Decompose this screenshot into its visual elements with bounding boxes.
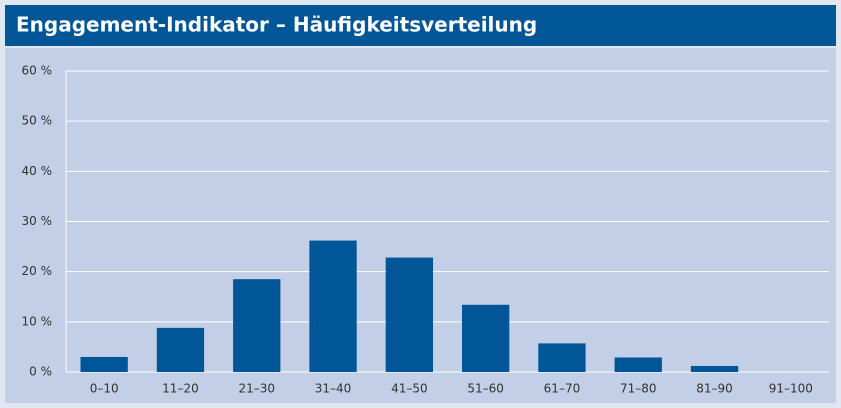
x-tick-label: 91–100 [769, 382, 813, 396]
x-tick-label: 21–30 [238, 382, 275, 396]
y-tick-label: 10 % [22, 314, 53, 328]
y-tick-label: 0 % [29, 365, 52, 379]
bar [538, 343, 586, 372]
x-tick-label: 11–20 [162, 382, 199, 396]
y-tick-label: 30 % [22, 214, 53, 228]
x-tick-label: 71–80 [620, 382, 657, 396]
bar [309, 240, 357, 372]
x-tick-label: 41–50 [391, 382, 428, 396]
bar [690, 365, 739, 372]
y-tick-label: 50 % [22, 114, 53, 128]
bar [156, 327, 205, 372]
x-tick-label: 81–90 [696, 382, 733, 396]
bar [614, 357, 662, 372]
bar [385, 257, 434, 372]
x-tick-label: 0–10 [90, 382, 119, 396]
chart-title: Engagement-Indikator – Häufigkeitsvertei… [16, 13, 537, 37]
bar [461, 304, 510, 372]
y-tick-label: 60 % [22, 64, 53, 78]
x-tick-label: 31–40 [315, 382, 352, 396]
bar [80, 356, 128, 372]
title-banner [5, 5, 836, 46]
y-tick-label: 40 % [22, 164, 53, 178]
x-tick-label: 61–70 [544, 382, 581, 396]
x-tick-label: 51–60 [467, 382, 504, 396]
bar [233, 279, 281, 372]
y-tick-label: 20 % [22, 264, 53, 278]
